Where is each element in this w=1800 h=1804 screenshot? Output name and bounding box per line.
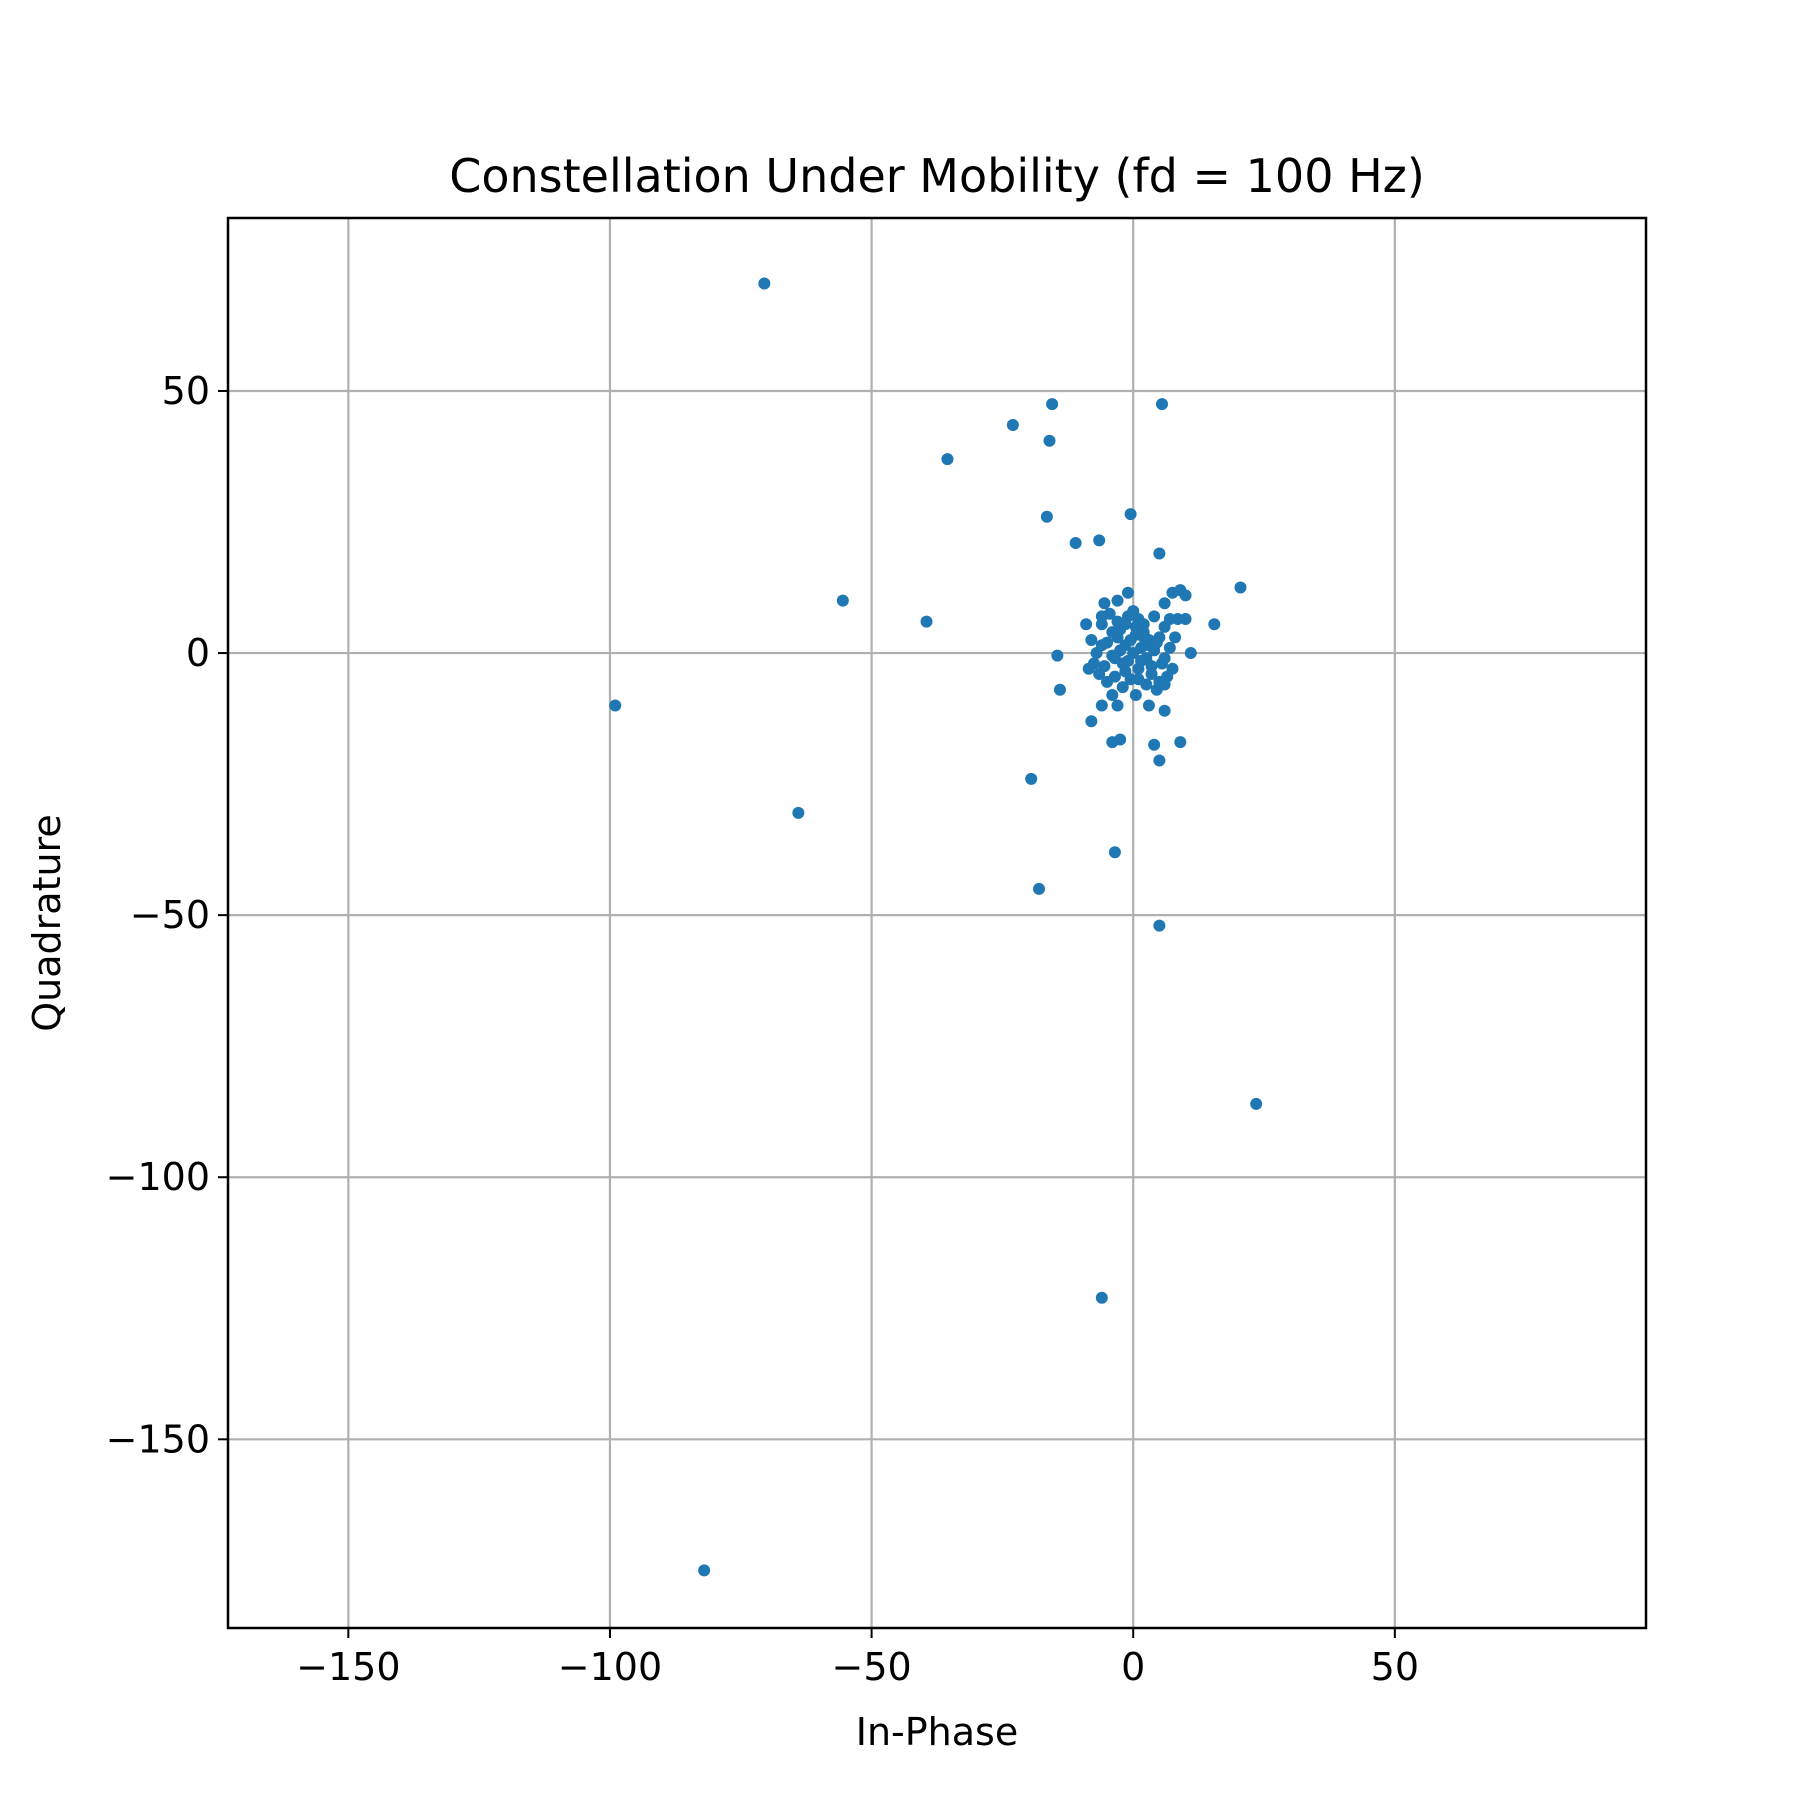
- points-layer: [609, 277, 1263, 1577]
- scatter-point: [1095, 639, 1108, 652]
- scatter-point: [1153, 919, 1166, 932]
- scatter-point: [758, 277, 771, 290]
- scatter-point: [1132, 673, 1145, 686]
- scatter-point: [1025, 772, 1038, 785]
- y-tick-label: 0: [186, 631, 210, 675]
- scatter-point: [1163, 641, 1176, 654]
- scatter-point: [1095, 1291, 1108, 1304]
- y-tick-label: 50: [162, 369, 210, 413]
- scatter-point: [1179, 589, 1192, 602]
- scatter-point: [1085, 715, 1098, 728]
- scatter-point: [1119, 618, 1132, 631]
- scatter-point: [1129, 628, 1142, 641]
- scatter-point: [1046, 398, 1059, 411]
- scatter-point: [1093, 668, 1106, 681]
- y-tick-label: −50: [130, 893, 210, 937]
- scatter-point: [1184, 647, 1197, 660]
- scatter-point: [1129, 688, 1142, 701]
- chart-title: Constellation Under Mobility (fd = 100 H…: [449, 149, 1425, 203]
- scatter-point: [941, 453, 954, 466]
- scatter-point: [1166, 586, 1179, 599]
- scatter-point: [1093, 534, 1106, 547]
- scatter-point: [1121, 586, 1134, 599]
- scatter-point: [1158, 678, 1171, 691]
- scatter-point: [1033, 882, 1046, 895]
- scatter-point: [1137, 618, 1150, 631]
- scatter-point: [609, 699, 622, 712]
- scatter-point: [1108, 652, 1121, 665]
- scatter-point: [1127, 605, 1140, 618]
- scatter-point: [1153, 547, 1166, 560]
- scatter-point: [1145, 660, 1158, 673]
- scatter-point: [1080, 618, 1093, 631]
- scatter-point: [1155, 398, 1168, 411]
- y-tick-label: −100: [106, 1155, 210, 1199]
- x-tick-label: −50: [831, 1645, 911, 1689]
- scatter-point: [1043, 434, 1056, 447]
- scatter-point: [1116, 681, 1129, 694]
- scatter-point: [1135, 654, 1148, 667]
- plot-frame: [226, 216, 1648, 1630]
- scatter-point: [836, 594, 849, 607]
- scatter-point: [1124, 508, 1137, 521]
- scatter-point: [1006, 419, 1019, 432]
- scatter-point: [1179, 612, 1192, 625]
- scatter-point: [1069, 536, 1082, 549]
- scatter-point: [1114, 733, 1127, 746]
- ticks-layer: −150 −100 −50 0 50 −150 −100 −50 0 50: [106, 369, 1419, 1689]
- scatter-point: [1166, 662, 1179, 675]
- x-tick-label: −100: [558, 1645, 662, 1689]
- x-axis-label: In-Phase: [856, 1710, 1018, 1754]
- scatter-point: [1095, 699, 1108, 712]
- x-tick-label: 50: [1371, 1645, 1419, 1689]
- scatter-point: [1234, 581, 1247, 594]
- scatter-point: [792, 806, 805, 819]
- scatter-point: [1169, 631, 1182, 644]
- y-axis-label: Quadrature: [25, 814, 69, 1031]
- scatter-point: [1098, 597, 1111, 610]
- scatter-point: [1153, 754, 1166, 767]
- scatter-point: [1121, 654, 1134, 667]
- scatter-point: [1148, 610, 1161, 623]
- scatter-point: [1158, 597, 1171, 610]
- scatter-point: [1208, 618, 1221, 631]
- x-tick-label: 0: [1121, 1645, 1145, 1689]
- scatter-point: [1119, 665, 1132, 678]
- scatter-point: [1108, 846, 1121, 859]
- scatter-point: [1174, 736, 1187, 749]
- scatter-point: [1106, 688, 1119, 701]
- scatter-point: [1087, 657, 1100, 670]
- scatter-point: [1040, 510, 1053, 523]
- scatter-point: [1111, 699, 1124, 712]
- scatter-point: [920, 615, 933, 628]
- scatter-point: [1158, 652, 1171, 665]
- grid-layer: [228, 218, 1646, 1628]
- scatter-point: [1142, 699, 1155, 712]
- scatter-point: [1148, 738, 1161, 751]
- scatter-point: [1053, 683, 1066, 696]
- scatter-point: [1106, 626, 1119, 639]
- scatter-point: [1051, 649, 1064, 662]
- scatter-point: [1095, 610, 1108, 623]
- scatter-point: [1158, 704, 1171, 717]
- scatter-point: [1150, 636, 1163, 649]
- x-tick-label: −150: [296, 1645, 400, 1689]
- scatter-point: [698, 1564, 711, 1577]
- scatter-point: [1250, 1097, 1263, 1110]
- y-tick-label: −150: [106, 1417, 210, 1461]
- scatter-point: [1101, 675, 1114, 688]
- scatter-point: [1111, 594, 1124, 607]
- scatter-point: [1085, 633, 1098, 646]
